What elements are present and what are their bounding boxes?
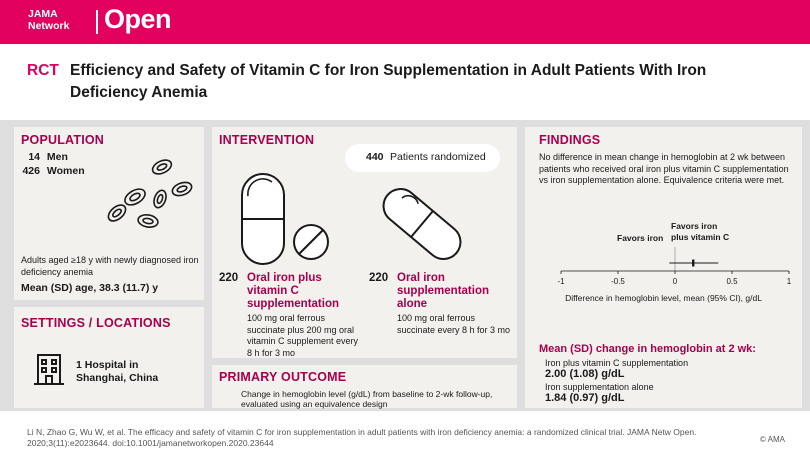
settings-heading: SETTINGS / LOCATIONS (21, 316, 171, 330)
intervention-heading: INTERVENTION (219, 133, 315, 147)
capsule-and-tablet-icon (241, 173, 329, 265)
favors-right-line2: plus vitamin C (671, 232, 730, 242)
group1-label: Iron plus vitamin C supplementation (545, 358, 689, 368)
favors-left-label: Favors iron (617, 233, 664, 243)
findings-heading: FINDINGS (539, 133, 601, 147)
randomized-count: 440 (366, 151, 384, 163)
favors-right-label: Favors iron plus vitamin C (671, 221, 729, 243)
findings-panel: FINDINGS No difference in mean change in… (525, 127, 802, 408)
forest-plot: -1 -0.5 0 0.5 1 (557, 247, 792, 286)
population-panel: POPULATION 14 Men 426 Women Adults aged … (14, 127, 204, 300)
mean-change-heading: Mean (SD) change in hemoglobin at 2 wk: (539, 343, 756, 355)
arm2-name-line3: alone (397, 298, 428, 310)
logo-line2: Network (28, 20, 70, 32)
x-tick-label: -0.5 (611, 277, 625, 286)
settings-line2: Shanghai, China (76, 372, 159, 384)
settings-location: 1 Hospital in Shanghai, China (76, 359, 158, 385)
hospital-building-icon (34, 354, 64, 385)
brand-bar: JAMA Network Open (0, 0, 810, 44)
x-tick-label: 0 (673, 277, 678, 286)
randomized-badge: 440 Patients randomized (345, 144, 500, 172)
settings-line1: 1 Hospital in (76, 359, 139, 371)
group2-value: 1.84 (0.97) g/dL (545, 392, 625, 404)
logo-divider (96, 10, 98, 34)
randomized-label: Patients randomized (390, 151, 486, 163)
group1-value: 2.00 (1.08) g/dL (545, 368, 625, 380)
logo-line1: JAMA (28, 8, 58, 20)
red-blood-cells-icon (107, 159, 193, 228)
intervention-panel: INTERVENTION 440 Patients randomized 220… (212, 127, 517, 358)
men-row: 14 Men (26, 151, 68, 163)
citation: Li N, Zhao G, Wu W, et al. The efficacy … (27, 427, 697, 448)
arm2-detail: 100 mg oral ferrous succinate every 8 h … (397, 313, 511, 335)
arm2-name-line1: Oral iron (397, 272, 445, 284)
x-axis-label: Difference in hemoglobin level, mean (95… (565, 293, 762, 303)
findings-text: No difference in mean change in hemoglob… (539, 152, 789, 185)
group2-label: Iron supplementation alone (545, 382, 654, 392)
arm2-name: Oral iron supplementation alone (397, 272, 517, 311)
arm1-name-line3: supplementation (247, 298, 340, 310)
men-count: 14 (28, 151, 40, 163)
arm1-name-line1: Oral iron plus (247, 272, 322, 284)
capsule-icon (382, 188, 462, 260)
outcome-panel: PRIMARY OUTCOME Change in hemoglobin lev… (212, 365, 517, 409)
title-area: RCT Efficiency and Safety of Vitamin C f… (0, 44, 810, 120)
arm1-detail: 100 mg oral ferrous succinate plus 200 m… (247, 313, 359, 358)
arm1-name: Oral iron plus vitamin C supplementation (247, 272, 367, 311)
arm1-count: 220 (219, 272, 239, 284)
women-count: 426 (22, 165, 40, 177)
population-heading: POPULATION (21, 133, 105, 147)
women-label: Women (46, 165, 85, 177)
outcome-heading: PRIMARY OUTCOME (219, 370, 347, 384)
women-row: 426 Women (18, 165, 85, 177)
arm2-count: 220 (369, 272, 389, 284)
x-tick-label: -1 (557, 277, 565, 286)
page-title: Efficiency and Safety of Vitamin C for I… (70, 62, 707, 101)
copyright: © AMA (760, 435, 786, 444)
x-tick-label: 1 (787, 277, 792, 286)
x-tick-label: 0.5 (726, 277, 738, 286)
study-type-tag: RCT (27, 62, 59, 79)
population-description: Adults aged ≥18 y with newly diagnosed i… (21, 255, 199, 277)
favors-right-line1: Favors iron (671, 221, 718, 231)
arm2-name-line2: supplementation (397, 285, 490, 297)
men-label: Men (46, 151, 68, 163)
point-estimate (692, 259, 695, 267)
outcome-text: Change in hemoglobin level (g/dL) from b… (241, 389, 493, 409)
settings-panel: SETTINGS / LOCATIONS 1 Hospital in Shang… (14, 307, 204, 408)
population-age: Mean (SD) age, 38.3 (11.7) y (21, 282, 159, 294)
logo-open: Open (104, 4, 172, 34)
arm1-name-line2: vitamin C (247, 285, 299, 297)
footer: Li N, Zhao G, Wu W, et al. The efficacy … (0, 411, 810, 457)
